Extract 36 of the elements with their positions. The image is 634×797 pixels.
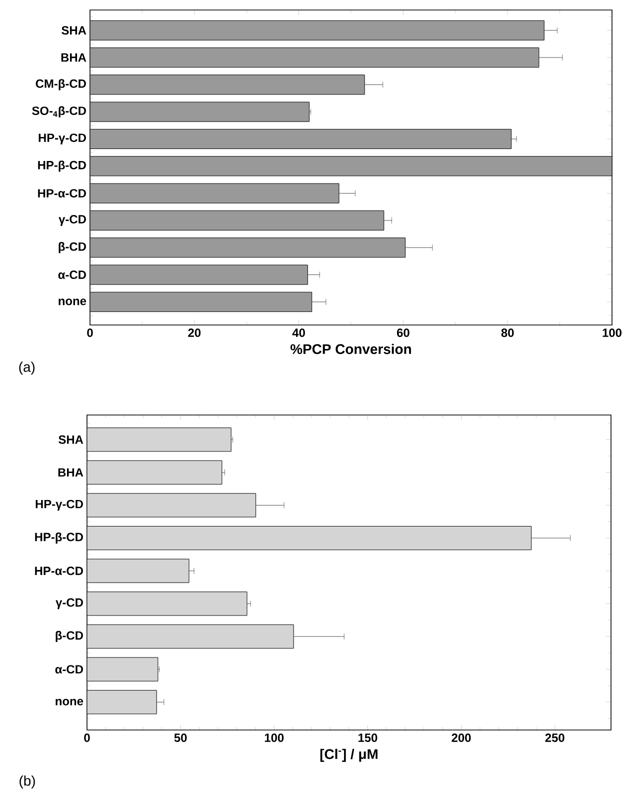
y-tick-label: none bbox=[58, 298, 86, 306]
x-tick-label: 60 bbox=[396, 328, 410, 337]
x-tick-label: 80 bbox=[501, 328, 514, 337]
y-tick-label: HP-β-CD bbox=[35, 532, 83, 544]
x-tick-label: 0 bbox=[87, 328, 93, 337]
text: (a) bbox=[19, 362, 35, 375]
x-tick-label: 20 bbox=[188, 328, 201, 337]
y-tick-label: HP-γ-CD bbox=[38, 134, 86, 144]
y-tick-label: SHA bbox=[58, 435, 84, 444]
x-tick-label: 150 bbox=[358, 734, 378, 742]
y-tick-label: HP-γ-CD bbox=[36, 500, 83, 511]
y-tick-label: HP-α-CD bbox=[35, 566, 83, 576]
x-tick-label: 0 bbox=[84, 734, 90, 742]
x-tick-label: 250 bbox=[545, 734, 564, 742]
y-tick-label: none bbox=[56, 698, 84, 706]
y-tick-label: α-CD bbox=[55, 665, 83, 674]
y-tick-label: HP-β-CD bbox=[38, 160, 86, 172]
text: (b) bbox=[20, 775, 35, 788]
y-tick-label: γ-CD bbox=[58, 215, 86, 226]
x-axis-title: %PCP Conversion bbox=[290, 344, 411, 354]
x-tick-label: 100 bbox=[264, 734, 284, 742]
x-tick-label: 100 bbox=[602, 328, 622, 337]
y-tick-label: β-CD bbox=[58, 242, 86, 254]
y-tick-label: SHA bbox=[62, 26, 86, 35]
y-tick-label: BHA bbox=[58, 468, 84, 477]
y-tick-label: HP-α-CD bbox=[38, 189, 86, 198]
y-tick-label: BHA bbox=[61, 53, 86, 62]
x-tick-label: 40 bbox=[292, 328, 305, 337]
x-tick-label: 50 bbox=[174, 734, 187, 742]
y-tick-label: SO-$_{4}$β-CD bbox=[32, 106, 86, 118]
y-tick-label: α-CD bbox=[58, 270, 86, 279]
x-axis-title: [Cl$^{-}$] / μM bbox=[320, 748, 378, 762]
y-tick-label: β-CD bbox=[56, 630, 83, 642]
x-tick-label: 200 bbox=[452, 734, 471, 742]
y-tick-label: CM-β-CD bbox=[36, 79, 86, 90]
y-tick-label: γ-CD bbox=[56, 598, 83, 610]
